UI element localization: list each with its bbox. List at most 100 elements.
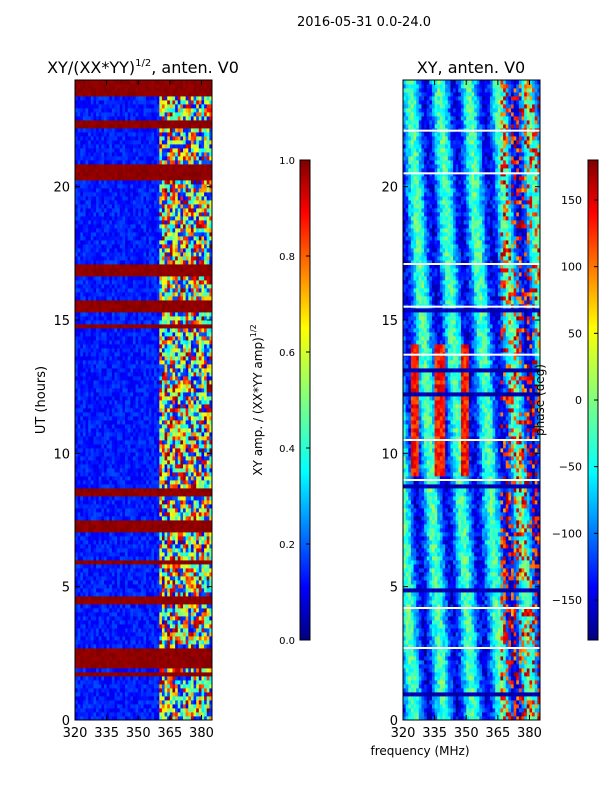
left-heat-cell bbox=[169, 668, 173, 673]
left-heat-cell bbox=[77, 340, 81, 345]
left-heat-cell bbox=[172, 576, 176, 581]
left-heat-cell bbox=[122, 604, 126, 609]
left-heat-cell bbox=[183, 512, 187, 517]
left-heat-cell bbox=[193, 580, 197, 585]
left-heat-cell bbox=[172, 460, 176, 465]
left-heat-cell bbox=[188, 488, 192, 493]
left-heat-cell bbox=[161, 344, 165, 349]
left-heat-cell bbox=[143, 488, 147, 493]
left-heat-cell bbox=[175, 636, 179, 641]
left-heat-cell bbox=[175, 400, 179, 405]
left-heat-cell bbox=[198, 552, 202, 557]
left-heat-cell bbox=[193, 660, 197, 665]
left-heat-cell bbox=[119, 380, 123, 385]
left-heat-cell bbox=[185, 632, 189, 637]
left-heat-cell bbox=[117, 644, 121, 649]
left-heat-cell bbox=[80, 380, 84, 385]
left-heat-cell bbox=[164, 412, 168, 417]
left-heat-cell bbox=[111, 644, 115, 649]
left-heat-cell bbox=[161, 712, 165, 717]
left-heat-cell bbox=[119, 664, 123, 669]
left-heat-cell bbox=[193, 428, 197, 433]
left-heat-cell bbox=[169, 624, 173, 629]
left-heat-cell bbox=[154, 556, 158, 561]
left-heat-cell bbox=[151, 368, 155, 373]
left-heat-cell bbox=[130, 360, 134, 365]
left-heat-cell bbox=[125, 528, 129, 533]
left-heat-cell bbox=[156, 684, 160, 689]
left-heat-cell bbox=[75, 356, 79, 361]
left-heat-cell bbox=[151, 620, 155, 625]
left-heat-cell bbox=[77, 712, 81, 717]
left-heat-cell bbox=[101, 616, 105, 621]
left-heat-cell bbox=[177, 612, 181, 617]
left-heat-cell bbox=[106, 388, 110, 393]
left-heat-cell bbox=[188, 668, 192, 673]
left-heat-cell bbox=[103, 640, 108, 645]
left-heat-cell bbox=[93, 376, 97, 381]
left-heat-cell bbox=[146, 628, 150, 633]
left-heat-cell bbox=[172, 504, 176, 509]
left-heat-cell bbox=[82, 672, 86, 677]
left-heat-cell bbox=[185, 516, 189, 521]
left-heat-cell bbox=[185, 560, 189, 565]
left-heat-cell bbox=[80, 704, 84, 709]
left-heat-cell bbox=[159, 392, 163, 397]
left-heat-cell bbox=[161, 408, 165, 413]
left-heat-cell bbox=[111, 484, 115, 489]
left-heat-cell bbox=[122, 676, 126, 681]
left-heat-cell bbox=[82, 496, 86, 501]
left-heat-cell bbox=[159, 460, 163, 465]
left-heat-cell bbox=[135, 352, 139, 357]
left-heat-cell bbox=[122, 692, 126, 697]
left-heat-cell bbox=[188, 504, 192, 509]
left-heat-cell bbox=[146, 440, 150, 445]
left-heat-cell bbox=[161, 552, 165, 557]
left-heat-cell bbox=[106, 556, 110, 561]
left-heat-cell bbox=[146, 396, 150, 401]
left-heat-cell bbox=[75, 404, 79, 409]
left-heat-cell bbox=[198, 548, 202, 553]
left-heat-cell bbox=[96, 444, 100, 449]
left-heat-cell bbox=[209, 448, 212, 453]
left-heat-cell bbox=[209, 388, 212, 393]
left-heat-cell bbox=[156, 436, 160, 441]
left-heat-cell bbox=[93, 424, 97, 429]
left-heat-cell bbox=[156, 336, 160, 341]
left-heat-cell bbox=[206, 360, 210, 365]
left-heat-cell bbox=[140, 524, 144, 529]
left-heat-cell bbox=[183, 404, 187, 409]
left-heat-cell bbox=[111, 468, 115, 473]
left-heat-cell bbox=[80, 336, 84, 341]
left-heat-cell bbox=[82, 344, 86, 349]
left-heat-cell bbox=[204, 588, 208, 593]
left-heat-cell bbox=[138, 560, 142, 565]
left-heat-cell bbox=[204, 348, 208, 353]
left-heat-cell bbox=[109, 412, 113, 417]
left-heat-cell bbox=[117, 352, 121, 357]
left-heat-cell bbox=[132, 532, 136, 537]
left-heat-cell bbox=[154, 628, 158, 633]
left-heat-cell bbox=[154, 496, 158, 501]
left-heat-cell bbox=[177, 656, 181, 661]
left-heat-cell bbox=[114, 472, 118, 477]
left-heat-cell bbox=[183, 480, 187, 485]
left-heat-cell bbox=[135, 712, 139, 717]
left-heat-cell bbox=[138, 700, 142, 705]
left-heat-cell bbox=[82, 600, 86, 605]
left-heat-cell bbox=[75, 656, 79, 661]
left-heat-cell bbox=[159, 516, 163, 521]
left-heat-cell bbox=[209, 524, 212, 529]
left-heat-cell bbox=[188, 364, 192, 369]
left-heat-cell bbox=[201, 568, 205, 573]
left-heat-cell bbox=[196, 384, 200, 389]
left-heat-cell bbox=[172, 664, 176, 669]
left-heat-cell bbox=[140, 484, 144, 489]
left-heat-cell bbox=[111, 564, 115, 569]
left-heat-cell bbox=[201, 632, 205, 637]
left-heat-cell bbox=[151, 432, 155, 437]
left-heat-cell bbox=[206, 400, 210, 405]
left-heat-cell bbox=[190, 536, 194, 541]
left-heat-cell bbox=[88, 564, 92, 569]
left-heat-cell bbox=[206, 548, 210, 553]
